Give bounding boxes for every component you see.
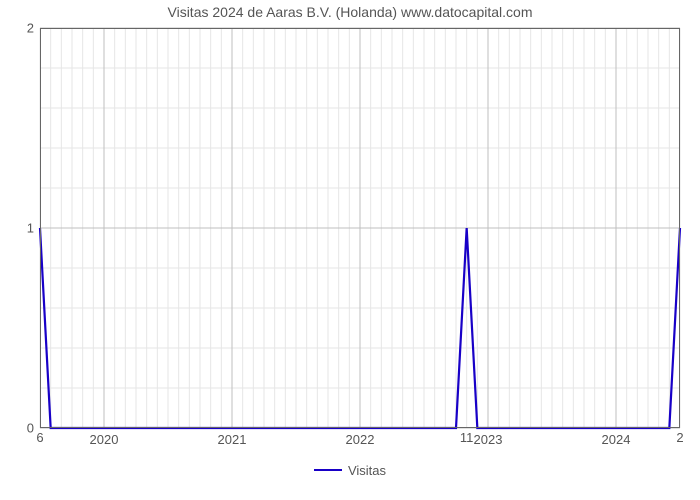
x-axis-tick-label: 2023 — [474, 428, 503, 447]
legend-item: Visitas — [314, 463, 386, 478]
x-axis-tick-label: 2022 — [346, 428, 375, 447]
y-axis-tick-label: 1 — [27, 221, 40, 236]
x-axis-tick-label: 2021 — [218, 428, 247, 447]
legend-swatch — [314, 469, 342, 471]
below-axis-label: 11 — [460, 430, 474, 445]
chart-title: Visitas 2024 de Aaras B.V. (Holanda) www… — [0, 4, 700, 20]
x-axis-tick-label: 2024 — [602, 428, 631, 447]
chart-plot-area: 01220202021202220232024 — [40, 28, 680, 428]
chart-legend: Visitas — [0, 458, 700, 478]
x-axis-tick-label: 2020 — [90, 428, 119, 447]
below-axis-label: 6 — [36, 430, 43, 445]
y-axis-tick-label: 2 — [27, 21, 40, 36]
below-axis-label: 2 — [676, 430, 683, 445]
legend-label: Visitas — [348, 463, 386, 478]
chart-svg — [40, 28, 680, 428]
